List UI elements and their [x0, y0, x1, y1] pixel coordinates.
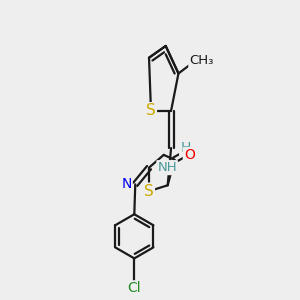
- Text: H: H: [180, 141, 190, 155]
- Text: Cl: Cl: [128, 281, 141, 295]
- Text: O: O: [184, 148, 195, 162]
- Text: NH: NH: [158, 161, 177, 174]
- Text: S: S: [144, 184, 154, 199]
- Text: S: S: [146, 103, 156, 118]
- Text: CH₃: CH₃: [189, 54, 214, 68]
- Text: N: N: [121, 177, 132, 191]
